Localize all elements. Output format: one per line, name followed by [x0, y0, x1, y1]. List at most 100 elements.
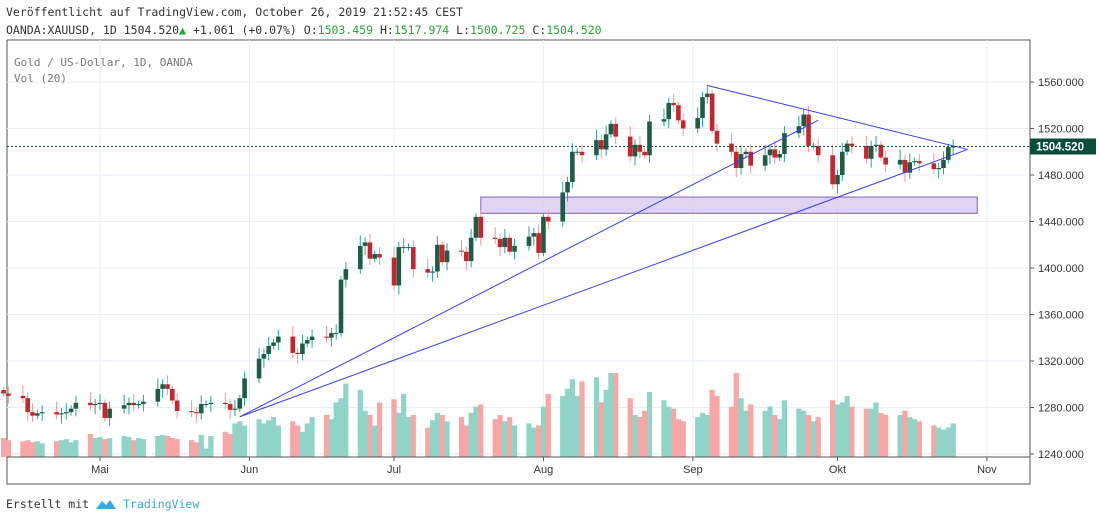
volume-bar — [540, 406, 547, 457]
volume-bar — [401, 394, 407, 457]
volume-bar — [444, 421, 450, 457]
low-value: 1500.725 — [470, 23, 526, 37]
candle-body — [131, 402, 137, 406]
candle-body — [839, 151, 845, 175]
close-label: C: — [532, 23, 547, 37]
candle-body — [35, 413, 40, 416]
candle-body — [642, 151, 647, 156]
candle-body — [406, 247, 411, 249]
volume-bar — [492, 419, 498, 457]
candle-body — [492, 237, 498, 239]
volume-bar — [323, 415, 330, 457]
candle-body — [864, 145, 869, 159]
volume-bar — [34, 441, 40, 457]
volume-bar — [762, 410, 768, 457]
candle-body — [560, 192, 566, 222]
open-label: O: — [303, 23, 318, 37]
tradingview-link[interactable]: TradingView — [123, 497, 200, 511]
volume-bar — [627, 398, 633, 457]
x-tick-label: Okt — [829, 464, 846, 476]
volume-bar — [376, 402, 383, 457]
volume-bar — [405, 417, 412, 457]
candle-body — [290, 336, 296, 353]
volume-bar — [911, 419, 918, 457]
published-note: Veröffentlicht auf TradingView.com, Octo… — [6, 5, 463, 19]
candle-body — [743, 151, 749, 155]
volume-bar — [593, 377, 600, 457]
candle-body — [598, 140, 604, 150]
volume-bar — [675, 419, 681, 457]
volume-bar — [936, 427, 942, 457]
y-tick-label: 1400.000 — [1038, 263, 1084, 275]
candle-body — [59, 413, 64, 415]
volume-bar — [801, 410, 807, 457]
volume-bar — [569, 379, 575, 457]
candle-body — [473, 216, 479, 238]
candle-body — [637, 144, 643, 152]
volume-bar — [425, 427, 431, 457]
candle-body — [873, 144, 879, 146]
volume-bar — [357, 389, 363, 457]
candle-body — [1, 390, 6, 394]
candle-body — [391, 257, 397, 286]
candle-body — [507, 237, 512, 252]
volume-bar — [714, 396, 720, 457]
candle-body — [671, 102, 676, 106]
y-tick-label: 1240.000 — [1038, 449, 1084, 461]
candle-body — [579, 151, 585, 156]
volume-bar — [646, 391, 653, 457]
candle-body — [835, 175, 840, 185]
volume-bar — [155, 436, 161, 457]
volume-bar — [160, 434, 166, 457]
volume-bar — [709, 389, 715, 457]
candle-body — [329, 333, 334, 338]
volume-bar — [473, 406, 479, 457]
volume-bar — [574, 396, 580, 457]
volume-bar — [502, 421, 508, 457]
change: +1.061 (+0.07%) — [192, 23, 297, 37]
x-tick-label: Aug — [534, 464, 554, 476]
candle-body — [411, 247, 416, 270]
candle-body — [295, 352, 300, 355]
volume-bar — [743, 410, 749, 457]
candle-body — [902, 159, 908, 173]
volume-bar — [198, 434, 204, 457]
volume-bar — [704, 415, 710, 457]
volume-bar — [242, 425, 248, 457]
volume-bar — [458, 417, 465, 457]
volume-bar — [940, 429, 947, 457]
volume-bar — [916, 421, 922, 457]
candle-body — [362, 242, 368, 246]
price-chart[interactable]: 1560.000 1520.000 1480.000 1440.000 1400.000… — [0, 0, 1100, 495]
trendline — [239, 148, 968, 418]
volume-bar — [642, 410, 648, 457]
volume-bar — [290, 421, 296, 457]
footer: Erstellt mit TradingView — [6, 497, 199, 511]
candle-body — [63, 412, 69, 414]
candle-body — [912, 161, 917, 163]
volume-bar — [945, 427, 951, 457]
y-tick-label: 1520.000 — [1038, 124, 1084, 136]
volume-bar — [883, 415, 889, 457]
candle-body — [68, 408, 74, 413]
volume-bar — [849, 406, 855, 457]
candle-body — [396, 247, 402, 286]
candle-body — [844, 143, 850, 152]
candle-body — [203, 404, 209, 406]
candle-body — [223, 402, 228, 405]
volume-bar — [805, 415, 812, 457]
candle-body — [194, 412, 199, 414]
candle-body — [324, 336, 329, 338]
volume-bar — [275, 425, 281, 457]
candle-body — [25, 398, 30, 413]
candle-body — [536, 233, 541, 253]
volume-bar — [666, 406, 672, 457]
candle-body — [883, 157, 888, 165]
candle-body — [796, 126, 802, 134]
y-tick-label: 1360.000 — [1038, 310, 1084, 322]
candle-body — [772, 149, 778, 158]
candle-body — [680, 120, 686, 129]
candle-body — [950, 146, 956, 148]
volume-bar — [834, 404, 841, 457]
volume-bar — [256, 419, 262, 457]
